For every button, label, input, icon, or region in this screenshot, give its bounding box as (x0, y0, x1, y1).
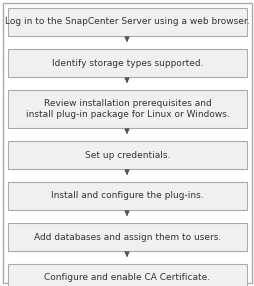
Bar (8, 223, 246, 251)
Bar (8, 90, 246, 128)
Text: Configure and enable CA Certificate.: Configure and enable CA Certificate. (44, 273, 210, 283)
Bar (8, 8, 246, 36)
Bar (8, 264, 246, 286)
Text: Log in to the SnapCenter Server using a web browser.: Log in to the SnapCenter Server using a … (5, 17, 249, 27)
Bar (8, 141, 246, 169)
Text: Identify storage types supported.: Identify storage types supported. (52, 59, 202, 67)
Text: Review installation prerequisites and
install plug-in package for Linux or Windo: Review installation prerequisites and in… (25, 99, 229, 119)
Bar (8, 49, 246, 77)
Bar (8, 182, 246, 210)
Text: Set up credentials.: Set up credentials. (85, 150, 169, 160)
Text: Add databases and assign them to users.: Add databases and assign them to users. (34, 233, 220, 241)
Text: Install and configure the plug-ins.: Install and configure the plug-ins. (51, 192, 203, 200)
